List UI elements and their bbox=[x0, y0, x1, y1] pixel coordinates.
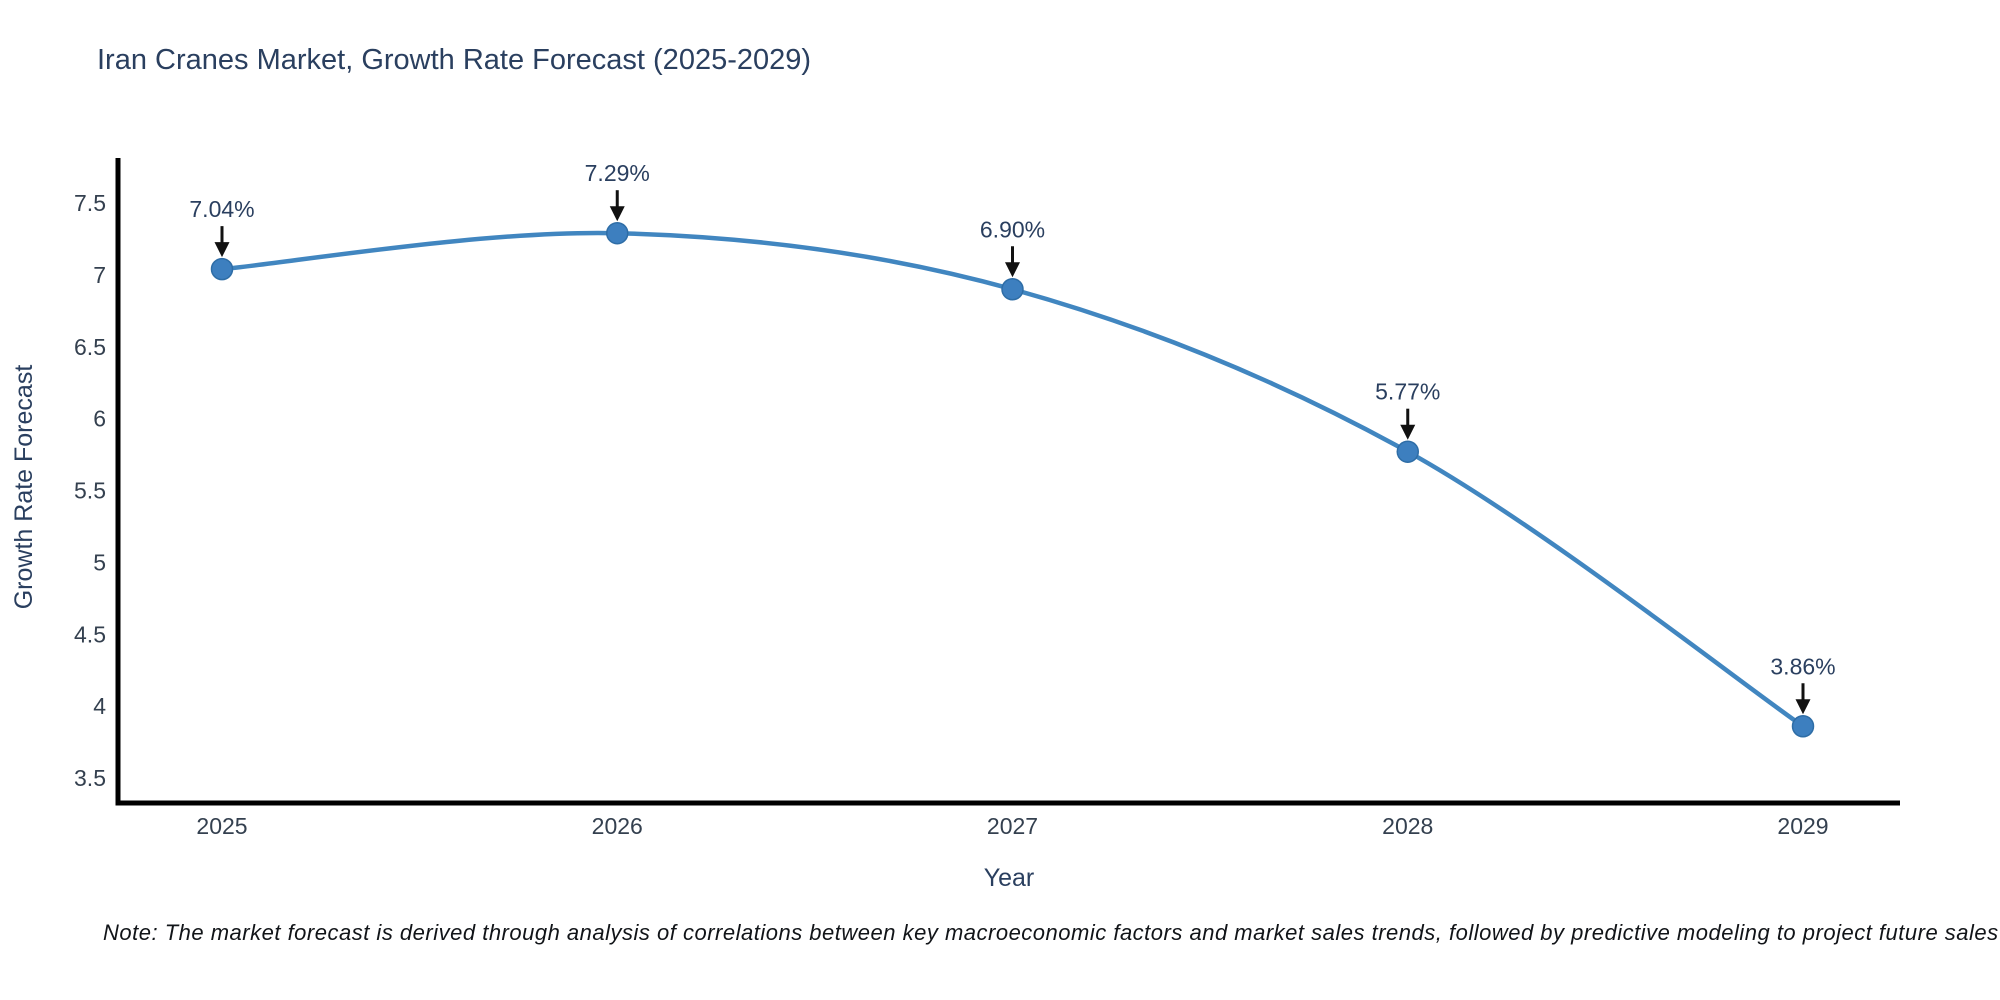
tick-labels: 7.5 7 6.5 6 5.5 5 4.5 4 3.5 2025 2026 2027 2028 2029 bbox=[74, 190, 1829, 839]
line-series bbox=[210, 221, 1815, 738]
y-tick-label: 6.5 bbox=[74, 334, 106, 360]
axes bbox=[115, 158, 1900, 806]
y-tick-label: 7 bbox=[93, 262, 106, 288]
annotation-arrow-head bbox=[609, 206, 625, 222]
y-axis-title: Growth Rate Forecast bbox=[10, 365, 38, 610]
data-point-marker bbox=[210, 257, 234, 281]
data-point-marker bbox=[1791, 715, 1815, 738]
point-annotations: 7.04% 7.29% 6.90% 5.77% 3.86% bbox=[189, 160, 1836, 715]
trend-line bbox=[219, 230, 1806, 729]
annotation-arrow-head bbox=[214, 242, 230, 258]
x-tick-label: 2026 bbox=[592, 813, 643, 839]
y-tick-label: 7.5 bbox=[74, 190, 106, 216]
y-tick-label: 4 bbox=[93, 693, 106, 719]
x-tick-label: 2025 bbox=[196, 813, 247, 839]
annotation-arrow-head bbox=[1795, 699, 1811, 715]
y-tick-label: 4.5 bbox=[74, 621, 106, 647]
data-point-label: 5.77% bbox=[1375, 379, 1440, 405]
data-point-marker bbox=[1001, 278, 1024, 301]
x-axis-title: Year bbox=[984, 864, 1035, 892]
data-point-marker bbox=[1396, 440, 1419, 463]
data-point-label: 7.29% bbox=[585, 160, 650, 186]
y-tick-label: 3.5 bbox=[74, 765, 106, 791]
data-point-label: 3.86% bbox=[1770, 653, 1835, 679]
y-tick-label: 5.5 bbox=[74, 478, 106, 504]
footnote: Note: The market forecast is derived thr… bbox=[103, 920, 1999, 945]
x-tick-label: 2027 bbox=[987, 813, 1038, 839]
x-tick-label: 2029 bbox=[1777, 813, 1828, 839]
y-tick-label: 6 bbox=[93, 406, 106, 432]
y-tick-label: 5 bbox=[93, 549, 106, 575]
data-point-marker bbox=[606, 221, 629, 245]
data-point-label: 7.04% bbox=[189, 196, 254, 222]
x-tick-label: 2028 bbox=[1382, 813, 1433, 839]
chart-title: Iran Cranes Market, Growth Rate Forecast… bbox=[97, 44, 812, 76]
annotation-arrow-head bbox=[1005, 262, 1020, 278]
annotation-arrow-head bbox=[1400, 424, 1416, 440]
data-point-label: 6.90% bbox=[980, 216, 1045, 242]
